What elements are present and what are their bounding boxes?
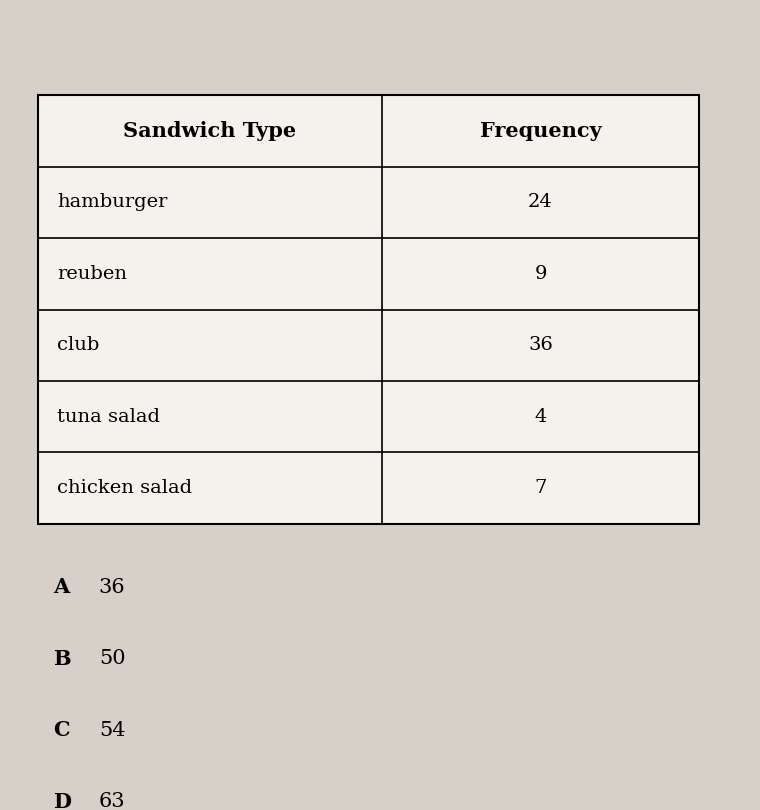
Text: hamburger: hamburger <box>57 194 167 211</box>
Text: B: B <box>53 649 71 669</box>
Text: 9: 9 <box>534 265 546 283</box>
Text: chicken salad: chicken salad <box>57 480 192 497</box>
Text: 7: 7 <box>534 480 546 497</box>
Text: D: D <box>53 791 71 810</box>
Text: 36: 36 <box>99 578 125 597</box>
Text: 63: 63 <box>99 792 125 810</box>
Text: Sandwich Type: Sandwich Type <box>123 121 296 141</box>
Text: C: C <box>53 720 70 740</box>
Text: club: club <box>57 336 100 354</box>
Text: 50: 50 <box>99 650 125 668</box>
Text: tuna salad: tuna salad <box>57 407 160 426</box>
Text: Frequency: Frequency <box>480 121 601 141</box>
Text: reuben: reuben <box>57 265 127 283</box>
Text: 4: 4 <box>534 407 546 426</box>
Text: 54: 54 <box>99 721 125 740</box>
Text: 36: 36 <box>528 336 553 354</box>
Text: 24: 24 <box>528 194 553 211</box>
Text: A: A <box>53 578 69 598</box>
Bar <box>38 96 699 524</box>
